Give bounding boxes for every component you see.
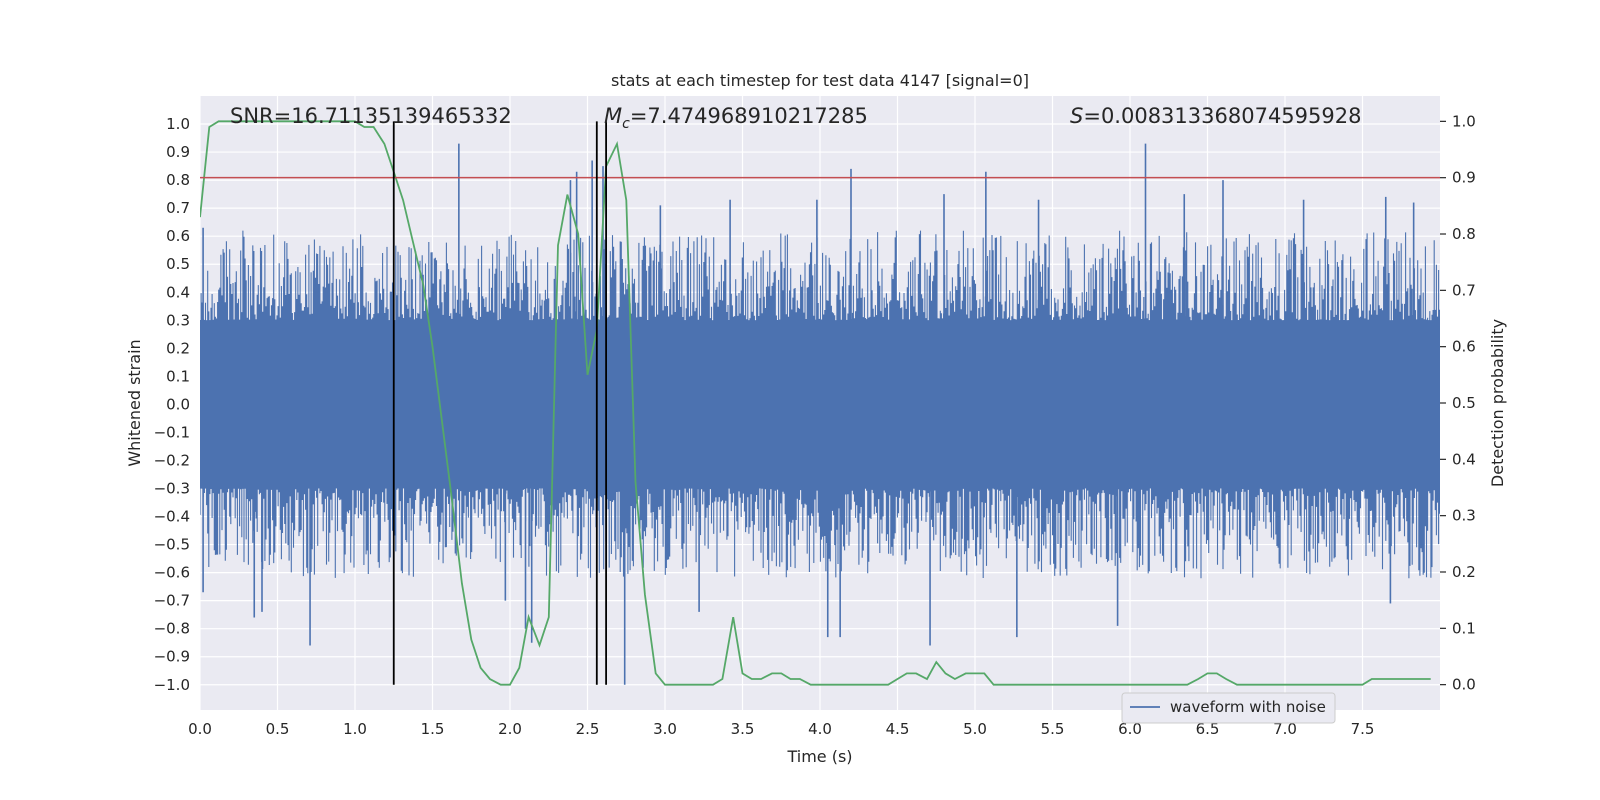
y-tick-label: −0.9 — [154, 648, 190, 666]
y2-tick-label: 0.7 — [1452, 281, 1476, 299]
y-tick-label: 0.4 — [166, 283, 190, 301]
y-tick-label: −0.8 — [154, 620, 190, 638]
x-tick-label: 0.0 — [188, 720, 212, 738]
chirp-mass-subscript: c — [622, 116, 630, 132]
y2-tick-label: 0.2 — [1452, 563, 1476, 581]
y-tick-label: 0.7 — [166, 199, 190, 217]
y2-axis-ticks: 1.0 0.9 0.8 0.7 0.6 0.5 0.4 0.3 0.2 0.1 0.0 — [1440, 112, 1476, 694]
y-tick-label: −1.0 — [154, 676, 190, 694]
s-annotation: S=0.008313368074595928 — [1070, 104, 1361, 128]
s-symbol: S — [1070, 104, 1083, 128]
legend: waveform with noise — [1121, 692, 1336, 724]
detection-probability-line — [200, 120, 1431, 686]
y2-tick-label: 0.6 — [1452, 338, 1476, 356]
y-tick-label: 0.0 — [166, 395, 190, 413]
chirp-mass-annotation: Mc=7.474968910217285 — [604, 104, 868, 132]
y-tick-label: 0.3 — [166, 311, 190, 329]
x-axis-label: Time (s) — [786, 747, 852, 766]
y-axis-label: Whitened strain — [125, 339, 144, 466]
x-tick-label: 4.0 — [808, 720, 832, 738]
chirp-mass-symbol: M — [604, 104, 622, 128]
y2-tick-label: 0.0 — [1452, 676, 1476, 694]
y2-tick-label: 0.4 — [1452, 450, 1476, 468]
x-tick-label: 5.5 — [1041, 720, 1065, 738]
x-tick-label: 7.5 — [1351, 720, 1375, 738]
y-tick-label: 0.2 — [166, 339, 190, 357]
y2-tick-label: 0.5 — [1452, 394, 1476, 412]
y-tick-label: 0.9 — [166, 143, 190, 161]
s-value: =0.008313368074595928 — [1083, 104, 1361, 128]
vertical-markers — [392, 121, 607, 685]
legend-box — [1121, 692, 1336, 724]
x-tick-label: 3.5 — [731, 720, 755, 738]
y-tick-label: 0.1 — [166, 367, 190, 385]
x-tick-label: 1.0 — [343, 720, 367, 738]
x-tick-label: 6.0 — [1118, 720, 1142, 738]
legend-label: waveform with noise — [1170, 698, 1326, 716]
y-tick-label: −0.4 — [154, 508, 190, 526]
y-axis-ticks: 1.0 0.9 0.8 0.7 0.6 0.5 0.4 0.3 0.2 0.1 0.0 −0.1 −0.… — [154, 115, 190, 694]
x-tick-label: 3.0 — [653, 720, 677, 738]
x-tick-label: 1.5 — [421, 720, 445, 738]
y-tick-label: −0.6 — [154, 564, 190, 582]
x-axis-ticks: 0.0 0.5 1.0 1.5 2.0 2.5 3.0 3.5 4.0 4.5 5.0 5.5 6.0 6… — [188, 720, 1374, 738]
y-tick-label: 1.0 — [166, 115, 190, 133]
chirp-mass-value: =7.474968910217285 — [630, 104, 868, 128]
y2-tick-label: 1.0 — [1452, 112, 1476, 130]
x-tick-label: 7.0 — [1273, 720, 1297, 738]
y2-tick-label: 0.9 — [1452, 169, 1476, 187]
plot-area — [200, 120, 1440, 686]
y-tick-label: 0.5 — [166, 255, 190, 273]
x-tick-label: 6.5 — [1196, 720, 1220, 738]
x-tick-label: 5.0 — [963, 720, 987, 738]
waveform-noise-band — [200, 143, 1440, 685]
y-tick-label: 0.6 — [166, 227, 190, 245]
y-tick-label: −0.1 — [154, 423, 190, 441]
y-tick-label: −0.5 — [154, 536, 190, 554]
probability-curve — [200, 120, 1431, 686]
y2-axis-label: Detection probability — [1488, 319, 1507, 487]
y2-tick-label: 0.3 — [1452, 507, 1476, 525]
chart-title: stats at each timestep for test data 414… — [611, 71, 1029, 90]
y-tick-label: −0.2 — [154, 451, 190, 469]
y2-tick-label: 0.8 — [1452, 225, 1476, 243]
y-tick-label: 0.8 — [166, 171, 190, 189]
x-tick-label: 0.5 — [266, 720, 290, 738]
y-tick-label: −0.3 — [154, 480, 190, 498]
x-tick-label: 2.5 — [576, 720, 600, 738]
y-tick-label: −0.7 — [154, 592, 190, 610]
waveform-noise — [200, 230, 1440, 579]
x-tick-label: 2.0 — [498, 720, 522, 738]
snr-annotation: SNR=16.71135139465332 — [230, 104, 512, 128]
x-tick-label: 4.5 — [886, 720, 910, 738]
y2-tick-label: 0.1 — [1452, 619, 1476, 637]
